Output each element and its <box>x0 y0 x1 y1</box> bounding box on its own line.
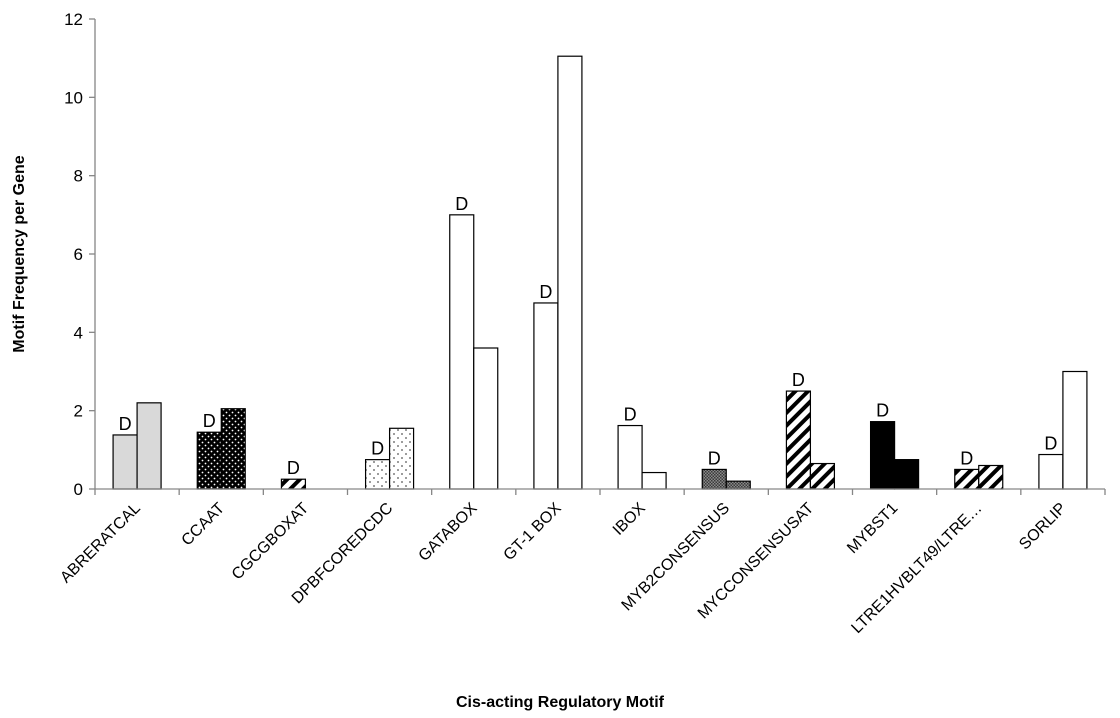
bar-myb2consensus-s2 <box>725 480 751 490</box>
bar-gatabox-s2 <box>473 347 499 490</box>
data-label-d: D <box>708 448 721 468</box>
data-label-d: D <box>119 414 132 434</box>
data-label-d: D <box>1044 434 1057 454</box>
y-tick-label: 10 <box>64 88 83 107</box>
bar-ccaat-s2 <box>220 408 246 490</box>
bar-ltre1hvblt49-ltre--s1 <box>954 468 980 490</box>
data-label-d: D <box>876 401 889 421</box>
x-axis-title: Cis-acting Regulatory Motif <box>456 694 665 711</box>
bar-ltre1hvblt49-ltre--s2 <box>978 464 1004 490</box>
data-label-d: D <box>203 411 216 431</box>
bars-group <box>112 55 1088 490</box>
y-tick-label: 2 <box>74 402 83 421</box>
data-label-d: D <box>371 439 384 459</box>
x-category-label: GATABOX <box>416 500 481 565</box>
y-tick-label: 0 <box>74 480 83 499</box>
data-label-d: D <box>287 458 300 478</box>
bar-ibox-s2 <box>641 471 667 490</box>
bar-dpbfcoredcdc-s1 <box>364 459 391 490</box>
x-category-label: CCAAT <box>179 500 229 550</box>
bar-cgcgboxat-s1 <box>280 478 307 490</box>
x-axis-ticks <box>94 489 1106 495</box>
y-axis-title: Motif Frequency per Gene <box>11 155 28 352</box>
bar-mybst1-s2 <box>893 459 920 490</box>
y-axis-ticks: 0 2 4 6 8 10 12 <box>64 10 95 499</box>
y-tick-label: 8 <box>74 167 83 186</box>
data-label-d: D <box>455 194 468 214</box>
data-label-d: D <box>960 448 973 468</box>
bar-gt-1-box-s1 <box>533 302 559 490</box>
bar-sorlip-s1 <box>1038 453 1064 490</box>
bar-gt-1-box-s2 <box>557 55 583 490</box>
y-tick-label: 12 <box>64 10 83 29</box>
bar-dpbfcoredcdc-s2 <box>388 427 415 490</box>
bar-mycconsensusat-s2 <box>809 462 836 490</box>
x-category-label: MYBST1 <box>844 500 901 557</box>
bar-abreratcal-s1 <box>112 434 138 490</box>
data-labels-group: D D D D D D D D D D D D <box>119 194 1058 478</box>
x-category-label: ABRERATCAL <box>57 500 144 587</box>
y-tick-label: 4 <box>74 323 83 342</box>
bar-myb2consensus-s1 <box>701 468 727 490</box>
data-label-d: D <box>624 405 637 425</box>
x-category-label: GT-1 BOX <box>501 500 565 564</box>
bar-ccaat-s1 <box>196 431 222 490</box>
data-label-d: D <box>539 282 552 302</box>
x-category-label: CGCGBOXAT <box>229 500 313 584</box>
bar-abreratcal-s2 <box>136 402 162 490</box>
bar-mybst1-s1 <box>869 421 896 490</box>
bar-mycconsensusat-s1 <box>785 390 812 490</box>
bar-ibox-s1 <box>617 424 643 490</box>
x-category-label: IBOX <box>610 500 649 539</box>
y-tick-label: 6 <box>74 245 83 264</box>
data-label-d: D <box>792 370 805 390</box>
bar-sorlip-s2 <box>1062 370 1088 490</box>
x-category-label: SORLIP <box>1016 500 1070 554</box>
bar-gatabox-s1 <box>449 214 475 490</box>
